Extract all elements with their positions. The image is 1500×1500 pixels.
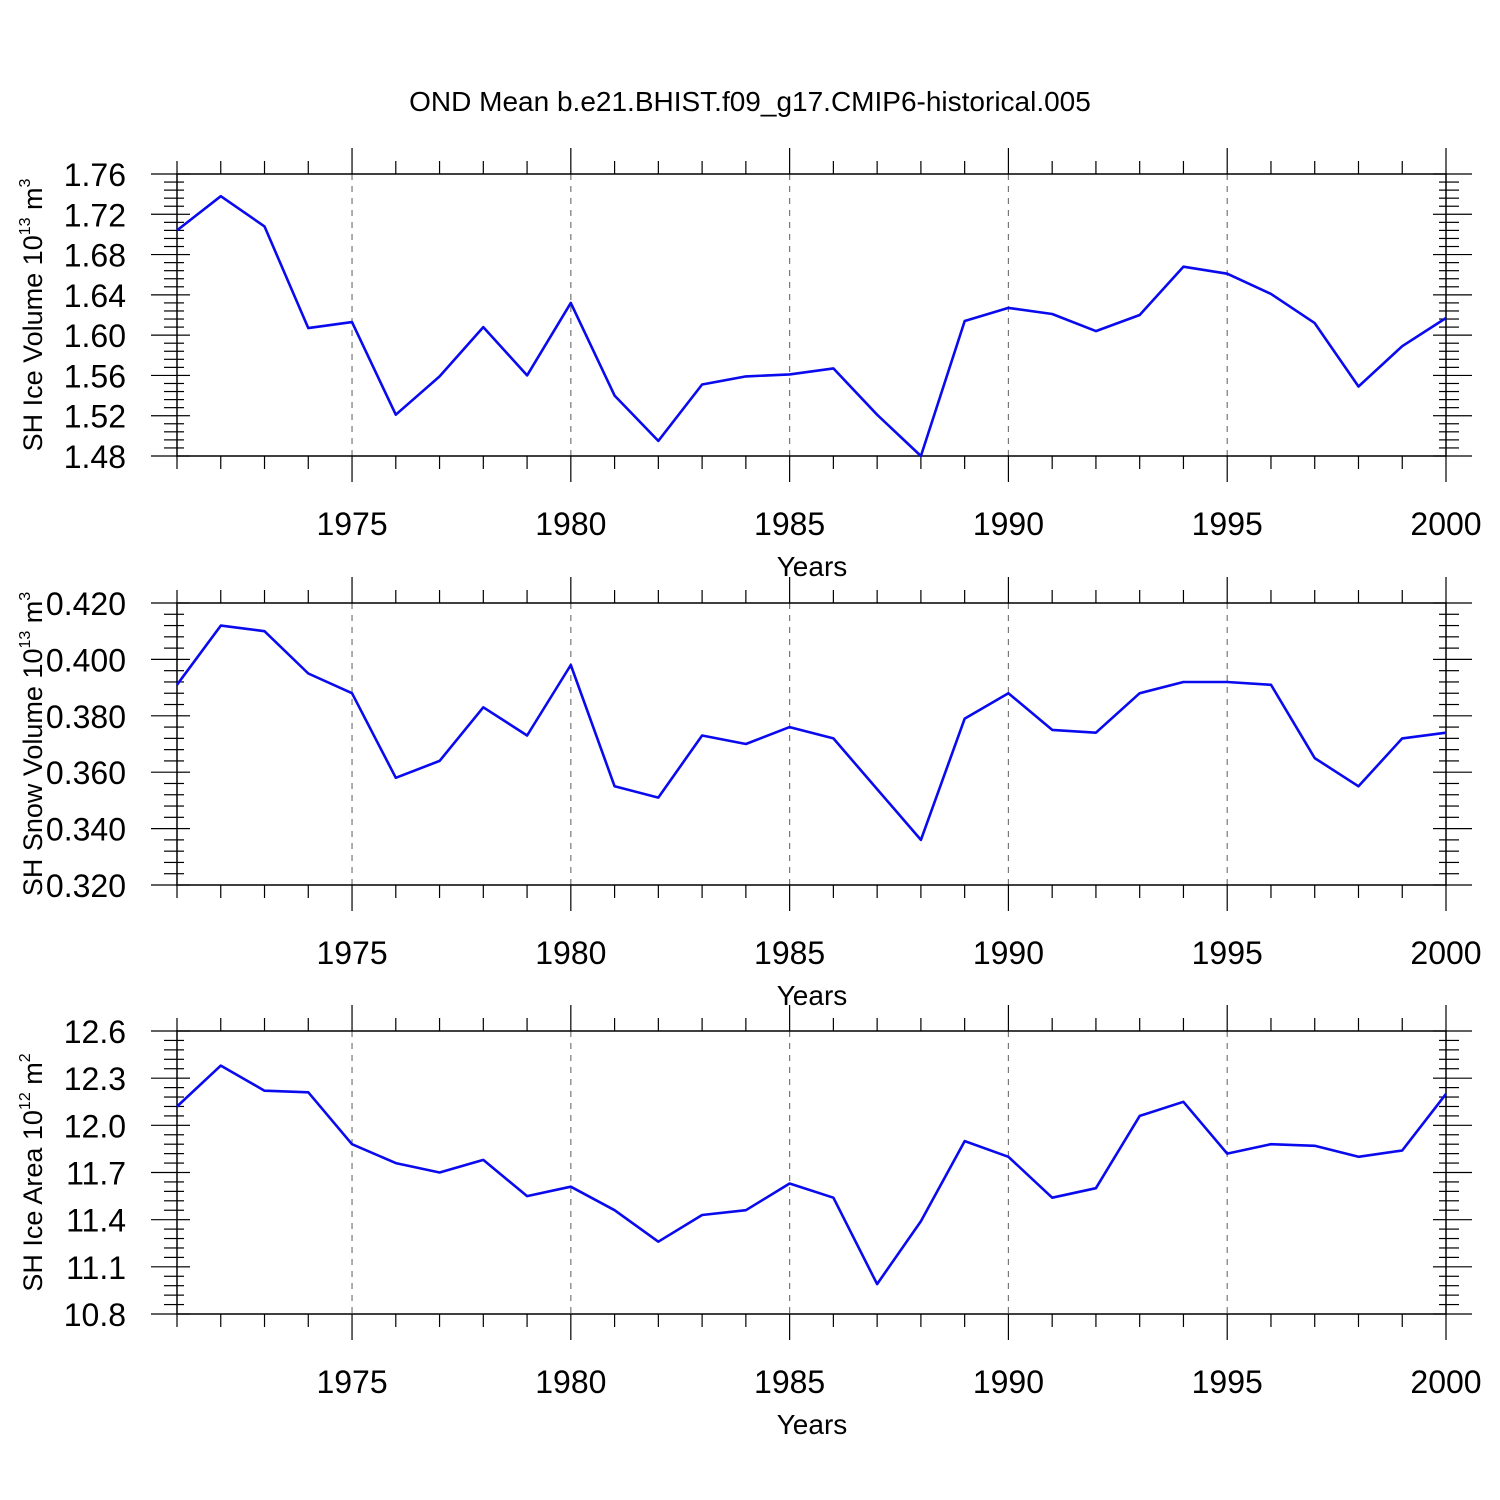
y-axis-label: SH Ice Volume 1013 m3 [17,178,48,451]
y-tick-label: 1.60 [64,318,126,354]
y-axis-label-unit-exp: 3 [17,592,34,601]
y-tick-label: 1.68 [64,238,126,274]
x-tick-label: 1990 [973,935,1044,971]
x-tick-label: 2000 [1410,506,1481,542]
series-line [176,1064,1448,1286]
y-tick-label: 11.1 [66,1250,126,1286]
x-tick-label: 1990 [973,1364,1044,1400]
figure-title: OND Mean b.e21.BHIST.f09_g17.CMIP6-histo… [409,86,1091,117]
y-axis-label: SH Ice Area 1012 m2 [17,1053,48,1291]
plot-frame [176,173,1447,457]
y-axis-label-exp: 13 [17,631,34,649]
y-tick-label: 12.3 [64,1061,126,1097]
x-tick-label: 1995 [1192,935,1263,971]
y-tick-label: 0.360 [46,755,126,791]
y-axis-label-main: SH Snow Volume 10 [18,649,48,897]
x-tick-label: 1990 [973,506,1044,542]
x-tick-label: 2000 [1410,935,1481,971]
y-axis-label-main: SH Ice Volume 10 [18,235,48,451]
x-tick-label: 1995 [1192,506,1263,542]
y-tick-label: 0.400 [46,642,126,678]
x-tick-label: 1985 [754,1364,825,1400]
y-axis-label-unit: m [18,1062,48,1092]
x-tick-label: 1995 [1192,1364,1263,1400]
panel-1: 1975 1980 1985 1990 1995 2000 1.48 1.52 1.56 1.60… [17,148,1482,582]
x-axis-label: Years [777,1409,848,1440]
x-tick-label: 1985 [754,935,825,971]
x-tick-label: 1980 [535,506,606,542]
y-tick-label: 10.8 [64,1297,126,1333]
y-tick-label: 0.340 [46,812,126,848]
y-axis-label-exp: 13 [17,217,34,235]
y-tick-label: 11.4 [66,1203,126,1239]
y-axis-label-exp: 12 [17,1092,34,1110]
series-line [176,194,1447,458]
x-axis-label: Years [777,980,848,1011]
y-tick-label: 1.64 [64,278,126,314]
panel-2: 1975 1980 1985 1990 1995 2000 0.320 0.340 0.360 0… [17,577,1482,1011]
x-axis-label: Years [777,551,848,582]
y-tick-label: 1.52 [64,399,126,435]
x-tick-label: 1980 [535,1364,606,1400]
plot-frame [176,1030,1447,1315]
y-tick-label: 1.76 [64,157,126,193]
y-tick-label: 12.0 [64,1108,126,1144]
plot-frame [176,602,1447,886]
y-tick-label: 0.380 [46,699,126,735]
y-tick-label: 12.6 [64,1014,126,1050]
panels: 1975 1980 1985 1990 1995 2000 1.48 1.52 1.56 1.60… [17,148,1482,1440]
y-axis-label-unit: m [18,601,48,631]
y-tick-label: 0.320 [46,868,126,904]
y-axis-label: SH Snow Volume 1013 m3 [17,592,48,896]
y-tick-label: 1.48 [64,439,126,475]
x-tick-label: 1975 [316,1364,387,1400]
y-tick-label: 1.56 [64,358,126,394]
y-tick-label: 0.420 [46,586,126,622]
x-tick-label: 1980 [535,935,606,971]
y-tick-label: 11.7 [66,1156,126,1192]
y-tick-label: 1.72 [64,197,126,233]
x-tick-label: 1975 [316,506,387,542]
y-axis-label-unit-exp: 3 [17,178,34,187]
x-tick-label: 1985 [754,506,825,542]
series-line [175,624,1447,842]
y-axis-label-main: SH Ice Area 10 [18,1110,48,1292]
x-tick-label: 2000 [1410,1364,1481,1400]
y-axis-label-unit-exp: 2 [17,1053,34,1062]
x-tick-label: 1975 [316,935,387,971]
y-axis-label-unit: m [18,187,48,217]
panel-3: 1975 1980 1985 1990 1995 2000 10.8 11.1 11.4 11.7… [17,1005,1482,1440]
